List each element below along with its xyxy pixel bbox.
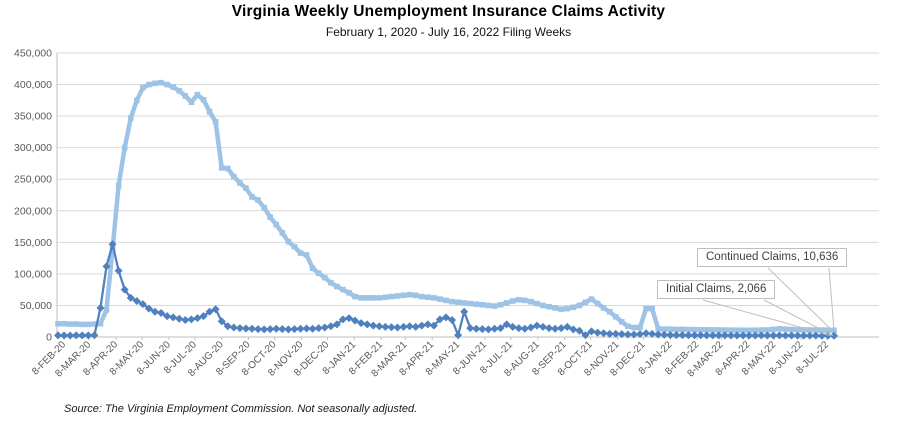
continued-claims-data-label: Continued Claims, 10,636 xyxy=(697,248,848,267)
svg-text:200,000: 200,000 xyxy=(14,205,52,217)
callout-leader-lines xyxy=(702,267,835,337)
svg-text:100,000: 100,000 xyxy=(14,268,52,280)
svg-text:450,000: 450,000 xyxy=(14,48,52,60)
source-note: Source: The Virginia Employment Commissi… xyxy=(64,403,418,415)
initial-claims-data-label: Initial Claims, 2,066 xyxy=(657,280,776,299)
y-gridlines xyxy=(57,52,879,338)
svg-text:250,000: 250,000 xyxy=(14,174,52,186)
svg-text:300,000: 300,000 xyxy=(14,142,52,154)
svg-text:350,000: 350,000 xyxy=(14,111,52,123)
chart-subtitle: February 1, 2020 - July 16, 2022 Filing … xyxy=(325,25,572,39)
svg-text:400,000: 400,000 xyxy=(14,79,52,91)
chart-title: Virginia Weekly Unemployment Insurance C… xyxy=(231,3,666,20)
svg-text:150,000: 150,000 xyxy=(14,237,52,249)
x-axis-labels: 8-FEB-208-MAR-208-APR-208-MAY-208-JUN-20… xyxy=(30,337,831,379)
initial-claims-series xyxy=(54,240,838,340)
y-axis-labels: 0 50,000 100,000 150,000 200,000 250,000 300,0… xyxy=(14,48,52,344)
svg-text:0: 0 xyxy=(46,332,52,344)
svg-text:50,000: 50,000 xyxy=(20,300,52,312)
